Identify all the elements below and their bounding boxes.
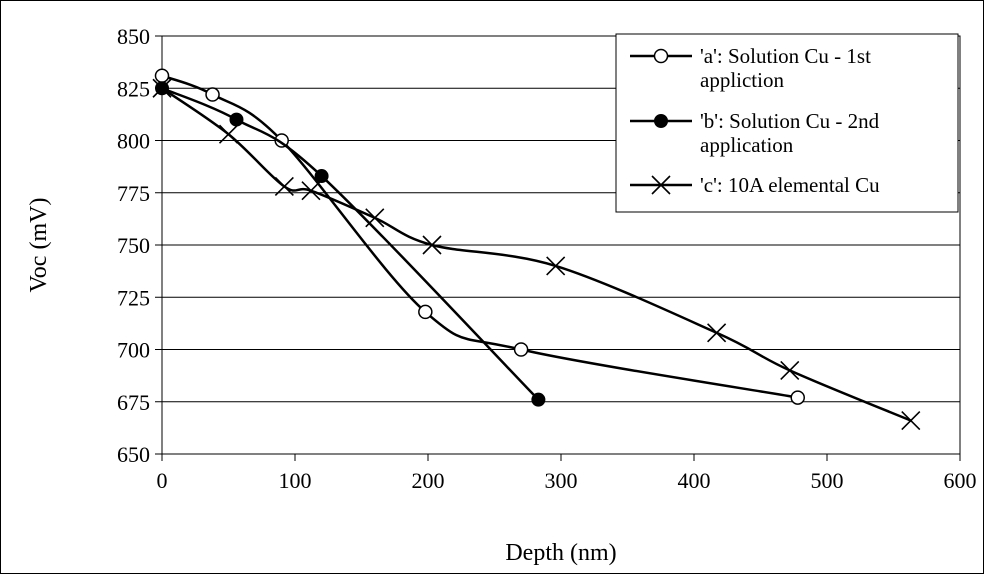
y-axis-title: Voc (mV) bbox=[26, 198, 52, 293]
x-tick-labels: 0 100 200 300 400 500 600 bbox=[157, 468, 977, 493]
legend-b-label: 'b': Solution Cu - 2nd application bbox=[700, 109, 880, 157]
y-tick-label: 650 bbox=[117, 442, 150, 467]
legend-a-label: 'a': Solution Cu - 1st appliction bbox=[700, 44, 871, 92]
x-tick-label: 400 bbox=[678, 468, 711, 493]
series-a-point bbox=[790, 390, 805, 405]
x-tick-label: 600 bbox=[944, 468, 977, 493]
x-tick-label: 500 bbox=[811, 468, 844, 493]
series-a-point bbox=[513, 342, 529, 357]
x-tick-label: 300 bbox=[545, 468, 578, 493]
series-c-point bbox=[301, 181, 321, 201]
y-tick-label: 850 bbox=[117, 24, 150, 49]
y-tick-label: 775 bbox=[117, 181, 150, 206]
series-b-line bbox=[160, 87, 540, 401]
series-layer bbox=[152, 68, 921, 431]
series-c-point bbox=[152, 78, 172, 98]
legend-b-label-line1: 'b': Solution Cu - 2nd bbox=[700, 109, 880, 133]
x-tick-label: 200 bbox=[412, 468, 445, 493]
series-c-point bbox=[365, 208, 385, 228]
series-a-point bbox=[154, 68, 170, 83]
x-tick-label: 100 bbox=[279, 468, 312, 493]
series-c-point bbox=[218, 124, 239, 144]
legend-c-marker bbox=[651, 175, 671, 195]
legend-a-marker bbox=[653, 48, 669, 64]
x-axis-title: Depth (nm) bbox=[505, 540, 616, 566]
series-b-point bbox=[314, 169, 329, 184]
y-tick-label: 825 bbox=[117, 76, 150, 101]
series-a-point bbox=[205, 87, 220, 102]
y-tick-label: 700 bbox=[117, 338, 150, 363]
y-tick-label: 750 bbox=[117, 233, 150, 258]
series-a-point bbox=[418, 304, 433, 320]
y-tick-label: 675 bbox=[117, 390, 150, 415]
y-tick-labels: 650 675 700 725 750 775 800 825 850 bbox=[117, 24, 150, 467]
y-tick-label: 725 bbox=[117, 285, 150, 310]
series-c-point bbox=[274, 176, 294, 197]
legend-b-marker bbox=[654, 114, 668, 128]
series-c-point bbox=[422, 235, 442, 255]
legend: 'a': Solution Cu - 1st appliction 'b': Sol… bbox=[615, 33, 959, 213]
legend-a-label-line2: appliction bbox=[700, 68, 784, 92]
legend-box bbox=[615, 33, 959, 213]
series-c-point bbox=[546, 256, 566, 276]
series-a-line bbox=[160, 74, 799, 399]
series-c-point bbox=[780, 360, 800, 380]
series-b-point bbox=[229, 112, 244, 127]
series-c-point bbox=[901, 410, 921, 431]
series-b-point bbox=[531, 392, 546, 407]
legend-b-label-line2: application bbox=[700, 133, 794, 157]
series-c bbox=[152, 78, 921, 431]
legend-a-label-line1: 'a': Solution Cu - 1st bbox=[700, 44, 871, 68]
x-tick-label: 0 bbox=[157, 468, 168, 493]
series-a bbox=[154, 68, 805, 405]
series-c-point bbox=[707, 323, 727, 343]
legend-c-label: 'c': 10A elemental Cu bbox=[700, 173, 880, 197]
y-tick-label: 800 bbox=[117, 129, 150, 154]
